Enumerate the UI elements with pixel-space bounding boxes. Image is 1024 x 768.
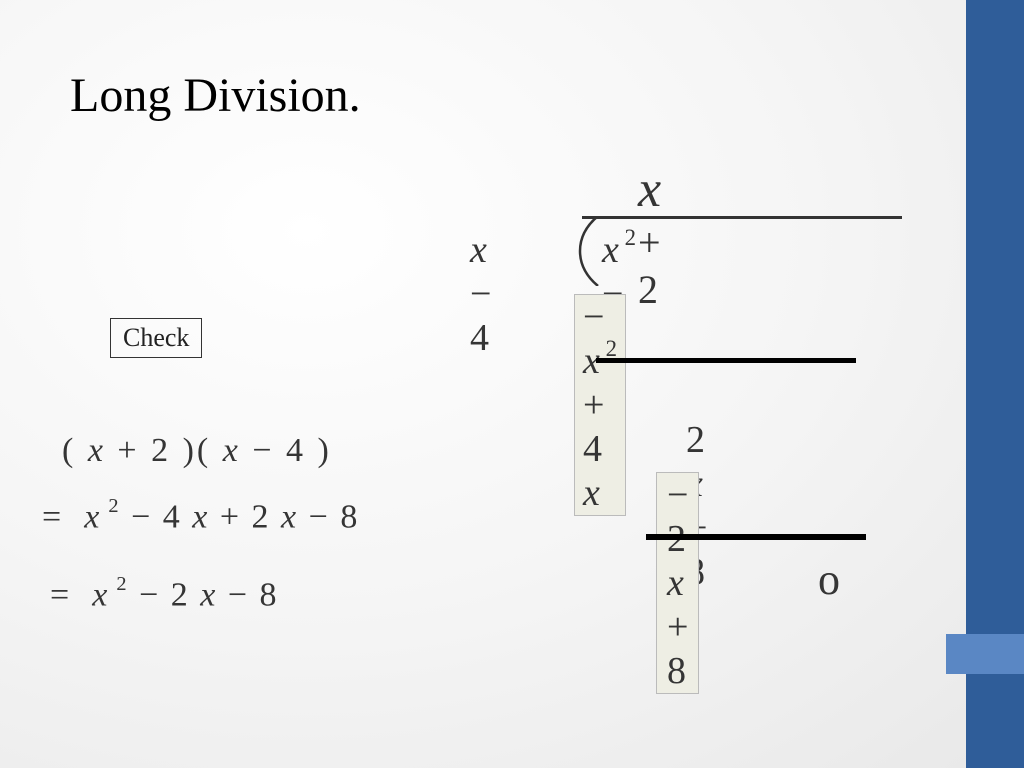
- division-vinculum: [582, 216, 902, 219]
- check-simplified-form: = x 2 − 2 x − 8: [50, 576, 279, 614]
- check-expanded-form: = x 2 − 4 x + 2 x − 8: [42, 498, 359, 536]
- check-label-box: Check: [110, 318, 202, 358]
- rule-2: [646, 534, 866, 540]
- slide-accent-bar-light: [946, 634, 1024, 674]
- rule-1: [596, 358, 856, 363]
- division-bracket: [570, 216, 600, 286]
- check-factored-form: ( x + 2 )( x − 4 ): [62, 432, 332, 470]
- quotient: x + 2: [638, 160, 661, 313]
- divisor: x − 4: [470, 228, 491, 360]
- subtraction-step-1: − x 2 + 4 x: [574, 294, 626, 516]
- remainder: o: [818, 554, 840, 605]
- page-title: Long Division.: [70, 68, 361, 123]
- subtraction-step-2: − 2 x + 8: [656, 472, 699, 694]
